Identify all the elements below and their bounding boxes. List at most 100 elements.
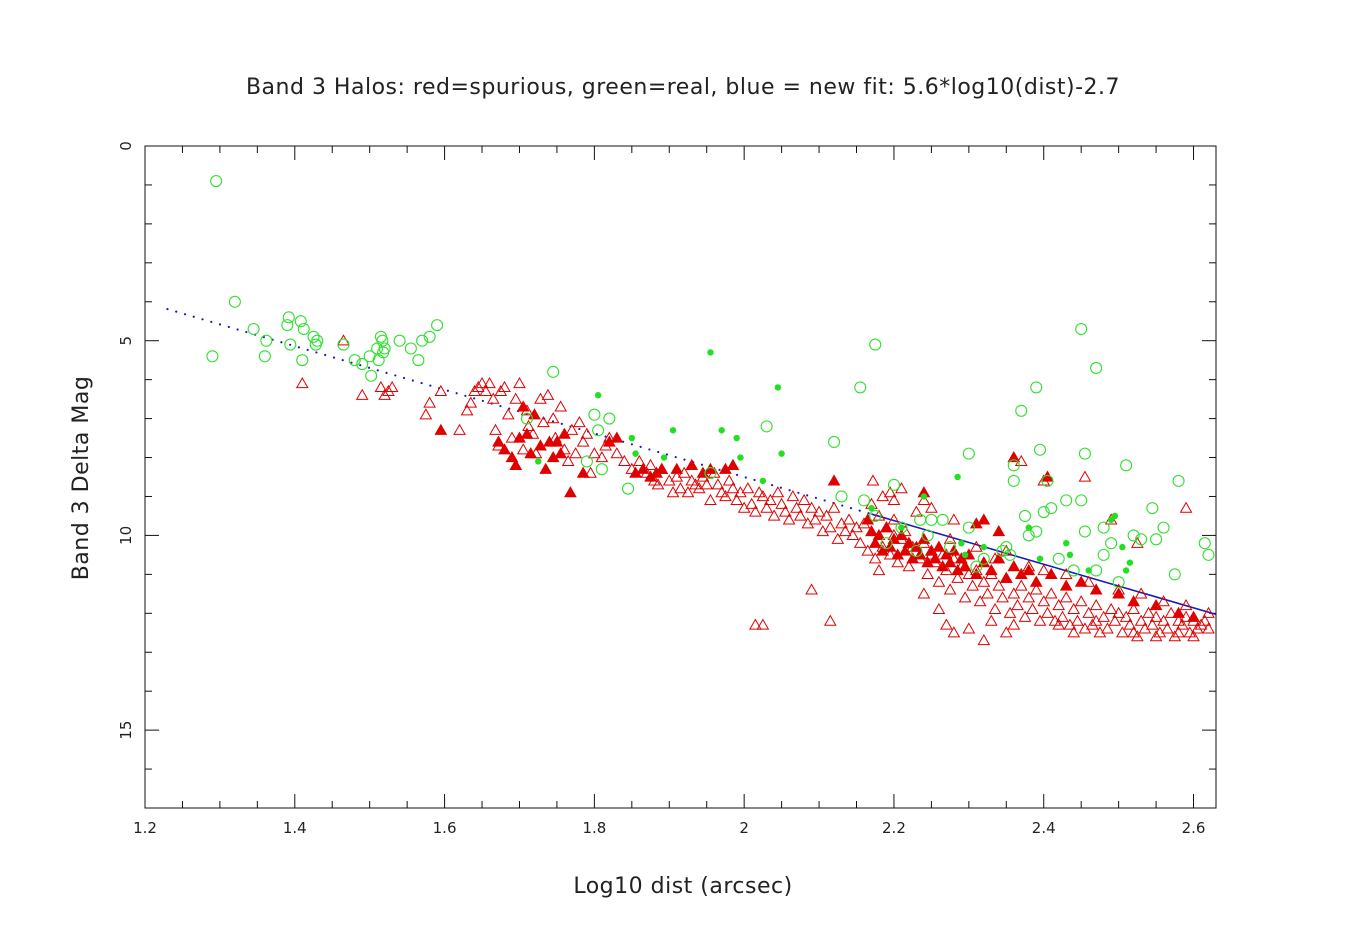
open-triangle-point — [498, 380, 511, 393]
open-triangle-point — [966, 579, 979, 591]
open-triangle-point — [546, 412, 560, 424]
open-triangle-point — [760, 501, 773, 513]
filled-dot-point — [1063, 540, 1070, 547]
filled-triangle-point — [670, 462, 684, 474]
filled-triangle-point — [520, 427, 534, 439]
open-circle-point — [977, 552, 990, 565]
filled-triangle-point — [1059, 579, 1073, 591]
open-triangle-point — [823, 614, 837, 626]
filled-triangle-point — [969, 567, 983, 579]
open-triangle-point — [1097, 610, 1111, 622]
open-triangle-point — [947, 513, 961, 525]
filled-dot-point — [718, 427, 725, 434]
fit-line-dot — [306, 348, 309, 352]
series-open-circle — [206, 174, 1215, 589]
filled-triangle-point — [576, 466, 590, 478]
open-triangle-point — [1044, 587, 1058, 599]
open-triangle-point — [722, 474, 736, 486]
fit-line-dot — [245, 330, 248, 334]
open-circle-point — [1003, 548, 1017, 561]
fit-line-dot — [315, 351, 318, 354]
filled-triangle-point — [655, 462, 669, 474]
open-triangle-point — [1116, 626, 1129, 638]
open-triangle-point — [419, 408, 433, 420]
open-triangle-point — [977, 634, 991, 646]
open-triangle-point — [951, 571, 964, 583]
filled-dot-point — [980, 543, 988, 551]
open-triangle-point — [778, 505, 792, 517]
filled-triangle-point — [1022, 563, 1036, 576]
open-triangle-point — [378, 388, 392, 400]
open-triangle-point — [1112, 606, 1125, 618]
fit-line-dot — [770, 484, 774, 487]
open-triangle-point — [1127, 602, 1140, 615]
open-circle-point — [895, 521, 908, 534]
open-circle-point — [592, 424, 605, 437]
fit-line-dot — [210, 320, 213, 323]
filled-dot-point — [733, 434, 740, 442]
open-triangle-point — [1041, 606, 1054, 618]
open-circle-point — [880, 537, 893, 550]
open-triangle-point — [1108, 614, 1122, 626]
fit-line-dot — [218, 323, 222, 326]
open-circle-point — [869, 509, 882, 522]
open-triangle-point — [962, 622, 976, 634]
open-triangle-point — [943, 583, 957, 595]
open-triangle-point — [1026, 602, 1039, 615]
fit-line-dot — [858, 509, 861, 512]
fit-line-dot — [420, 381, 423, 385]
open-triangle-point — [1033, 614, 1047, 626]
y-axis-label: Band 3 Delta Mag — [69, 376, 94, 581]
filled-dot-point — [774, 384, 782, 391]
filled-dot-point — [594, 392, 602, 399]
open-triangle-point — [385, 380, 399, 393]
open-triangle-point — [1187, 630, 1200, 642]
open-circle-point — [1041, 474, 1054, 487]
open-triangle-point — [1119, 610, 1133, 622]
open-triangle-point — [513, 377, 526, 389]
open-circle-point — [1097, 548, 1110, 561]
open-triangle-point — [479, 384, 493, 396]
open-triangle-point — [1029, 583, 1043, 595]
open-triangle-point — [1074, 595, 1088, 607]
open-triangle-point — [632, 454, 646, 467]
filled-dot-point — [660, 454, 668, 461]
open-triangle-point — [494, 384, 508, 396]
open-triangle-point — [887, 493, 901, 505]
data-points — [206, 174, 1215, 646]
filled-dot-point — [1126, 559, 1134, 566]
open-triangle-point — [1164, 606, 1178, 618]
open-circle-point — [393, 334, 406, 347]
open-triangle-point — [666, 486, 680, 498]
open-triangle-point — [719, 489, 732, 502]
fit-line-dot — [639, 445, 642, 448]
fit-line-dot — [394, 374, 397, 377]
filled-triangle-point — [865, 525, 878, 537]
open-triangle-point — [1190, 622, 1204, 634]
open-circle-point — [307, 330, 320, 343]
open-circle-point — [944, 541, 957, 554]
filled-triangle-point — [902, 536, 916, 548]
open-circle-point — [206, 350, 219, 363]
open-triangle-point — [580, 427, 594, 439]
open-triangle-point — [797, 493, 811, 505]
open-circle-point — [1168, 568, 1181, 581]
fit-line-dot — [595, 433, 598, 436]
open-circle-point — [996, 544, 1009, 558]
filled-triangle-point — [1074, 575, 1088, 587]
fit-line-dot — [683, 458, 686, 461]
open-circle-point — [622, 482, 635, 495]
fit-line-dot — [446, 389, 449, 392]
open-triangle-point — [1037, 563, 1051, 576]
open-circle-point — [258, 350, 271, 363]
plot-axes: 1.2 1.4 1.6 1.8 2 2.2 2.4 2.6 0 5 10 15 — [117, 141, 1217, 837]
fit-line-dot — [464, 394, 467, 397]
fit-line-dot — [367, 366, 371, 369]
filled-triangle-point — [928, 552, 942, 564]
open-triangle-point — [943, 532, 957, 544]
fit-line-dot — [806, 494, 809, 497]
open-triangle-point — [1007, 587, 1021, 599]
open-triangle-point — [1179, 501, 1193, 513]
open-triangle-point — [610, 447, 624, 459]
open-circle-point — [294, 315, 307, 328]
